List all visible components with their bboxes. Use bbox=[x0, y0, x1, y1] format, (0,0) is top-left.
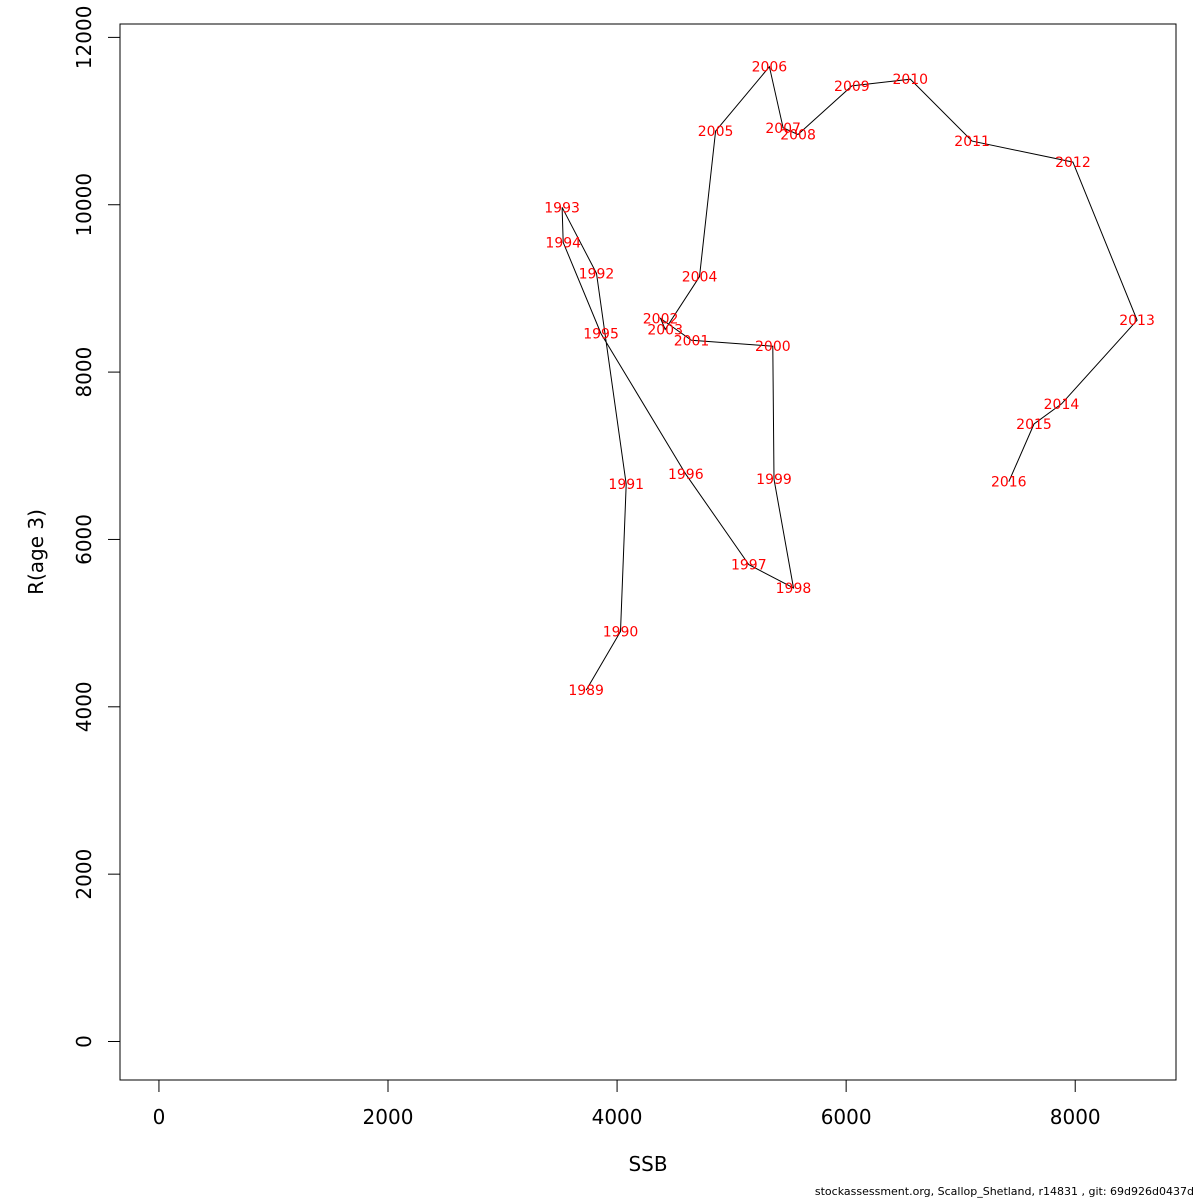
point-label-2003: 2003 bbox=[647, 322, 683, 338]
point-label-1991: 1991 bbox=[608, 477, 644, 493]
point-label-2014: 2014 bbox=[1044, 397, 1080, 413]
point-label-2000: 2000 bbox=[755, 339, 791, 355]
point-label-2007: 2007 bbox=[765, 121, 801, 137]
point-label-2013: 2013 bbox=[1119, 313, 1155, 329]
y-tick-label: 8000 bbox=[72, 347, 96, 398]
x-tick-label: 2000 bbox=[363, 1105, 414, 1129]
point-label-2008: 2008 bbox=[780, 127, 816, 143]
y-tick-label: 0 bbox=[72, 1035, 96, 1048]
y-axis-title: R(age 3) bbox=[24, 509, 48, 595]
footer-credit: stockassessment.org, Scallop_Shetland, r… bbox=[814, 1185, 1194, 1198]
x-tick-label: 4000 bbox=[592, 1105, 643, 1129]
x-tick-label: 0 bbox=[153, 1105, 166, 1129]
point-label-2001: 2001 bbox=[674, 333, 710, 349]
point-label-2011: 2011 bbox=[954, 134, 990, 150]
y-tick-label: 4000 bbox=[72, 681, 96, 732]
point-label-1998: 1998 bbox=[776, 581, 812, 597]
plot-box bbox=[119, 23, 1177, 1081]
point-label-1997: 1997 bbox=[731, 558, 767, 574]
point-label-1989: 1989 bbox=[568, 683, 604, 699]
x-tick-label: 8000 bbox=[1050, 1105, 1101, 1129]
point-label-2005: 2005 bbox=[698, 124, 734, 140]
point-label-1994: 1994 bbox=[545, 235, 581, 251]
y-axis: 0 2000 4000 6000 8000 10000 12000 bbox=[72, 6, 121, 1048]
point-label-2015: 2015 bbox=[1016, 417, 1052, 433]
point-label-1995: 1995 bbox=[583, 327, 619, 343]
point-label-2012: 2012 bbox=[1055, 155, 1091, 171]
x-axis: 0 2000 4000 6000 8000 bbox=[153, 1079, 1101, 1129]
point-label-1996: 1996 bbox=[668, 467, 704, 483]
y-tick-label: 6000 bbox=[72, 514, 96, 565]
y-tick-label: 2000 bbox=[72, 849, 96, 900]
y-tick-label: 12000 bbox=[72, 6, 96, 70]
point-label-2006: 2006 bbox=[752, 60, 788, 76]
x-axis-title: SSB bbox=[628, 1152, 667, 1176]
point-label-1990: 1990 bbox=[603, 624, 639, 640]
series-line bbox=[561, 65, 1138, 691]
point-labels: 1989 1990 1991 1992 1993 1994 1995 1996 1997 1998… bbox=[544, 60, 1155, 699]
point-label-1999: 1999 bbox=[756, 472, 792, 488]
point-label-2009: 2009 bbox=[834, 79, 870, 95]
x-tick-label: 6000 bbox=[821, 1105, 872, 1129]
point-label-2010: 2010 bbox=[892, 72, 928, 88]
point-label-1993: 1993 bbox=[544, 200, 580, 216]
point-label-1992: 1992 bbox=[579, 266, 615, 282]
point-label-2002: 2002 bbox=[643, 312, 679, 328]
point-label-2004: 2004 bbox=[682, 270, 718, 286]
y-tick-label: 10000 bbox=[72, 173, 96, 237]
point-label-2016: 2016 bbox=[991, 475, 1027, 491]
